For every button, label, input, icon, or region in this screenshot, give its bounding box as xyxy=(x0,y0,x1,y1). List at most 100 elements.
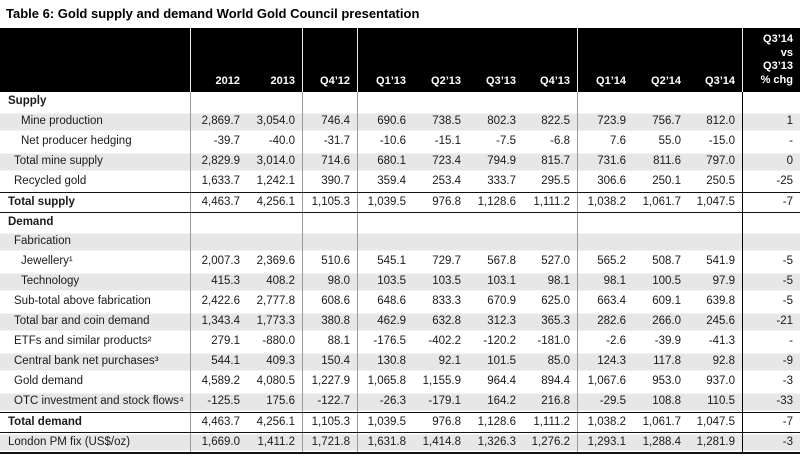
cell: 409.3 xyxy=(247,352,303,372)
cell: 108.8 xyxy=(652,395,681,407)
cell: 738.5 xyxy=(432,115,461,127)
row-label: London PM fix (US$/oz) xyxy=(0,433,191,452)
cell: 110.5 xyxy=(688,392,743,412)
cell: 101.5 xyxy=(487,355,516,367)
header-q2-13: Q2’13 xyxy=(431,75,461,87)
cell: 85.0 xyxy=(523,352,578,372)
cell: 88.1 xyxy=(303,332,358,352)
cell: 250.1 xyxy=(652,175,681,187)
row-label: Supply xyxy=(0,92,191,112)
cell: 97.9 xyxy=(688,272,743,292)
gold-supply-demand-table: 2012 2013 Q4’12 Q1’13 Q2’13 Q3’13 Q4’13 … xyxy=(0,28,800,454)
cell: 130.8 xyxy=(377,355,406,367)
cell xyxy=(468,213,523,232)
cell: 2,829.9 xyxy=(201,155,240,167)
cell: 0 xyxy=(786,155,793,167)
cell: 312.3 xyxy=(487,315,516,327)
cell: 1,293.1 xyxy=(587,436,626,448)
cell: -6.8 xyxy=(523,132,578,152)
table-row: Sub-total above fabrication 2,422.6 2,777.… xyxy=(0,292,800,312)
cell xyxy=(358,232,413,252)
cell: 98.1 xyxy=(523,272,578,292)
cell xyxy=(523,92,578,112)
row-label: Demand xyxy=(0,213,191,232)
cell xyxy=(247,232,303,252)
cell xyxy=(633,92,688,112)
cell: 1,038.2 xyxy=(587,196,626,208)
cell: -39.9 xyxy=(654,335,681,347)
cell xyxy=(413,232,468,252)
cell: 103.1 xyxy=(487,275,516,287)
cell: 746.4 xyxy=(303,112,358,132)
cell: 98.1 xyxy=(603,275,626,287)
cell: 253.4 xyxy=(432,175,461,187)
cell: -25 xyxy=(776,175,793,187)
cell: -9 xyxy=(782,355,793,367)
cell xyxy=(688,232,743,252)
row-label: Total bar and coin demand xyxy=(0,312,191,332)
row-label: Recycled gold xyxy=(0,172,191,192)
cell: 164.2 xyxy=(487,395,516,407)
cell: 216.8 xyxy=(523,392,578,412)
header-q3-13: Q3’13 xyxy=(486,75,516,87)
cell: 295.5 xyxy=(523,172,578,192)
row-label: Mine production xyxy=(0,112,191,132)
cell: 4,463.7 xyxy=(201,416,240,428)
table-row: Gold demand 4,589.2 4,080.5 1,227.9 1,065.8 1… xyxy=(0,372,800,392)
cell: 1,128.6 xyxy=(477,196,516,208)
cell: 4,080.5 xyxy=(247,372,303,392)
cell: 894.4 xyxy=(523,372,578,392)
cell xyxy=(688,213,743,232)
cell: 4,589.2 xyxy=(201,375,240,387)
cell: 415.3 xyxy=(211,275,240,287)
cell: -402.2 xyxy=(428,335,461,347)
row-label: Central bank net purchases³ xyxy=(0,352,191,372)
cell: 731.6 xyxy=(597,155,626,167)
cell xyxy=(413,213,468,232)
cell: 1,061.7 xyxy=(642,196,681,208)
cell: 756.7 xyxy=(652,115,681,127)
cell: 4,256.1 xyxy=(247,193,303,212)
cell xyxy=(468,92,523,112)
header-row-label-spacer xyxy=(0,28,191,92)
cell: 1,343.4 xyxy=(201,315,240,327)
cell xyxy=(468,232,523,252)
cell xyxy=(523,232,578,252)
cell xyxy=(413,92,468,112)
cell: 333.7 xyxy=(487,175,516,187)
row-label: Total mine supply xyxy=(0,152,191,172)
cell: -7 xyxy=(782,196,793,208)
row-label: Fabrication xyxy=(0,232,191,252)
table-row: Fabrication xyxy=(0,232,800,252)
cell: 544.1 xyxy=(211,355,240,367)
header-2012: 2012 xyxy=(215,75,240,87)
cell: 1,281.9 xyxy=(688,433,743,452)
cell: -29.5 xyxy=(599,395,626,407)
cell: -21 xyxy=(776,315,793,327)
cell: 648.6 xyxy=(377,295,406,307)
cell: 462.9 xyxy=(377,315,406,327)
cell xyxy=(247,92,303,112)
cell: -179.1 xyxy=(428,395,461,407)
cell: 3,014.0 xyxy=(247,152,303,172)
cell: 976.8 xyxy=(432,416,461,428)
cell: 250.5 xyxy=(688,172,743,192)
table-row: Total demand 4,463.7 4,256.1 1,105.3 1,039.5… xyxy=(0,412,800,432)
table-row: Total supply 4,463.7 4,256.1 1,105.3 1,039.5… xyxy=(0,192,800,212)
cell xyxy=(358,92,413,112)
cell xyxy=(578,213,633,232)
cell: -39.7 xyxy=(213,135,240,147)
table-header-row: 2012 2013 Q4’12 Q1’13 Q2’13 Q3’13 Q4’13 … xyxy=(0,28,800,92)
cell: 266.0 xyxy=(652,315,681,327)
cell xyxy=(303,92,358,112)
cell: -33 xyxy=(776,395,793,407)
row-label: ETFs and similar products² xyxy=(0,332,191,352)
table-title: Table 6: Gold supply and demand World Go… xyxy=(6,6,420,21)
cell: 1,721.8 xyxy=(303,433,358,452)
cell: 1,039.5 xyxy=(367,416,406,428)
cell xyxy=(633,232,688,252)
cell xyxy=(578,92,633,112)
cell: 1,047.5 xyxy=(688,413,743,432)
cell xyxy=(191,213,247,232)
